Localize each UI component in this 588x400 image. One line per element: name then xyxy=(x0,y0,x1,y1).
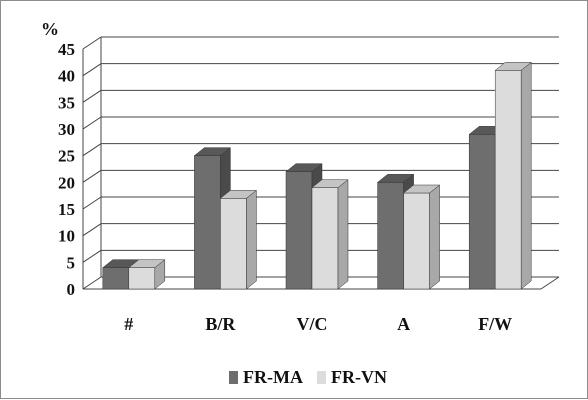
gridline-depth-5 xyxy=(82,249,102,263)
bar-FR-VN-# xyxy=(128,259,166,290)
x-tick-label-1: B/R xyxy=(205,314,236,334)
y-tick-label-25: 25 xyxy=(58,147,75,166)
bar-top xyxy=(402,184,441,194)
bar-side xyxy=(337,179,349,290)
bar-top xyxy=(494,62,532,71)
x-tick-label-0: # xyxy=(124,314,133,334)
x-tick-label-4: F/W xyxy=(478,314,512,334)
bar-FR-VN-F/W xyxy=(494,61,532,290)
y-tick-label-30: 30 xyxy=(58,120,75,139)
legend: FR-MA FR-VN xyxy=(229,367,387,387)
y-tick-label-45: 45 xyxy=(58,40,75,59)
gridline-depth-40 xyxy=(82,63,102,77)
y-tick-label-0: 0 xyxy=(67,280,76,299)
bar-front xyxy=(377,182,404,290)
x-tick-labels: # B/R V/C A F/W xyxy=(124,314,512,334)
bar-front xyxy=(494,70,522,290)
y-tick-labels: 0 5 10 15 20 25 30 35 40 45 xyxy=(58,40,75,299)
legend-swatch xyxy=(229,371,238,384)
bar-front xyxy=(468,134,496,290)
gridline-depth-30 xyxy=(82,116,102,130)
bar-side xyxy=(246,189,257,290)
y-tick-label-40: 40 xyxy=(58,67,75,86)
legend-item-FR-VN: FR-VN xyxy=(317,367,387,387)
gridline-depth-35 xyxy=(82,89,102,103)
y-tick-label-10: 10 xyxy=(58,227,75,246)
bar-top xyxy=(285,163,323,172)
y-tick-label-35: 35 xyxy=(58,93,75,112)
gridline-depth-15 xyxy=(82,196,102,210)
x-tick-label-3: A xyxy=(397,314,410,334)
legend-swatch xyxy=(317,371,326,384)
bar-FR-VN-B/R xyxy=(219,189,258,290)
gridline-depth-20 xyxy=(82,169,102,183)
legend-item-FR-MA: FR-MA xyxy=(229,367,303,387)
gridline-depth-25 xyxy=(82,143,102,157)
x-tick-label-2: V/C xyxy=(297,314,328,334)
bar-front xyxy=(285,171,313,290)
y-tick-label-5: 5 xyxy=(67,253,76,272)
bar-front xyxy=(311,187,339,290)
bar-front xyxy=(220,198,247,290)
y-unit-label: % xyxy=(41,19,59,39)
bar-top xyxy=(193,147,232,156)
bar-top xyxy=(311,179,349,188)
bar-top xyxy=(128,259,166,268)
bars xyxy=(102,61,532,290)
y-tick-label-15: 15 xyxy=(58,200,75,219)
y-tick-label-20: 20 xyxy=(58,173,75,192)
gridline-depth-10 xyxy=(82,223,102,237)
bar-top xyxy=(376,174,415,183)
bar-top xyxy=(219,190,258,199)
gridline-depth-45 xyxy=(82,36,102,50)
bar-front xyxy=(102,267,130,290)
bar-front xyxy=(128,267,156,290)
bar-FR-VN-A xyxy=(402,184,441,290)
bar-side xyxy=(429,184,440,290)
legend-label: FR-VN xyxy=(331,367,387,387)
floor-right-edge xyxy=(540,276,560,290)
bar-front xyxy=(403,192,430,290)
bar-front xyxy=(194,155,221,290)
bar-FR-VN-V/C xyxy=(311,179,349,290)
gridline-depth-0 xyxy=(82,276,102,290)
legend-label: FR-MA xyxy=(243,367,303,387)
bar-side xyxy=(520,61,532,290)
